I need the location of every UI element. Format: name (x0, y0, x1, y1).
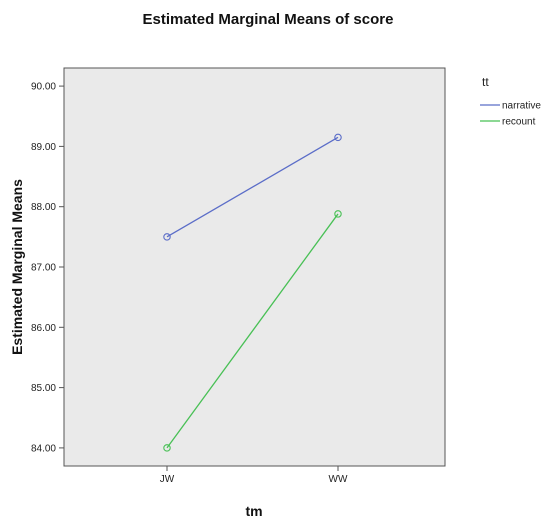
data-point-narrative (334, 133, 342, 142)
chart-title: Estimated Marginal Means of score (143, 11, 394, 28)
y-axis: 84.00 85.00 86.00 87.00 88.00 89.00 90.00 (31, 82, 64, 454)
series-line-recount (166, 213, 339, 449)
y-tick-label: 88.00 (31, 202, 56, 213)
y-axis-title: Estimated Marginal Means (9, 179, 25, 355)
x-tick-label: WW (329, 474, 348, 485)
plot-area (63, 67, 446, 467)
y-tick-label: 90.00 (31, 82, 56, 93)
legend-title: tt (482, 75, 489, 89)
data-point-narrative (163, 233, 171, 241)
y-tick-label: 84.00 (31, 443, 56, 454)
data-point-recount (334, 210, 342, 218)
legend-items: narrative recount (480, 101, 541, 128)
x-tick-label: JW (160, 474, 175, 485)
x-axis-title: tm (245, 503, 262, 519)
series-layer (163, 133, 342, 452)
y-tick-label: 87.00 (31, 263, 56, 274)
legend-label-recount: recount (502, 117, 536, 128)
x-axis: JW WW (160, 466, 348, 485)
legend-label-narrative: narrative (502, 101, 541, 112)
y-tick-label: 89.00 (31, 142, 56, 153)
data-point-recount (163, 444, 171, 452)
series-line-narrative (166, 136, 339, 238)
y-tick-label: 85.00 (31, 383, 56, 394)
y-tick-label: 86.00 (31, 323, 56, 334)
legend: tt narrative recount (480, 75, 541, 128)
